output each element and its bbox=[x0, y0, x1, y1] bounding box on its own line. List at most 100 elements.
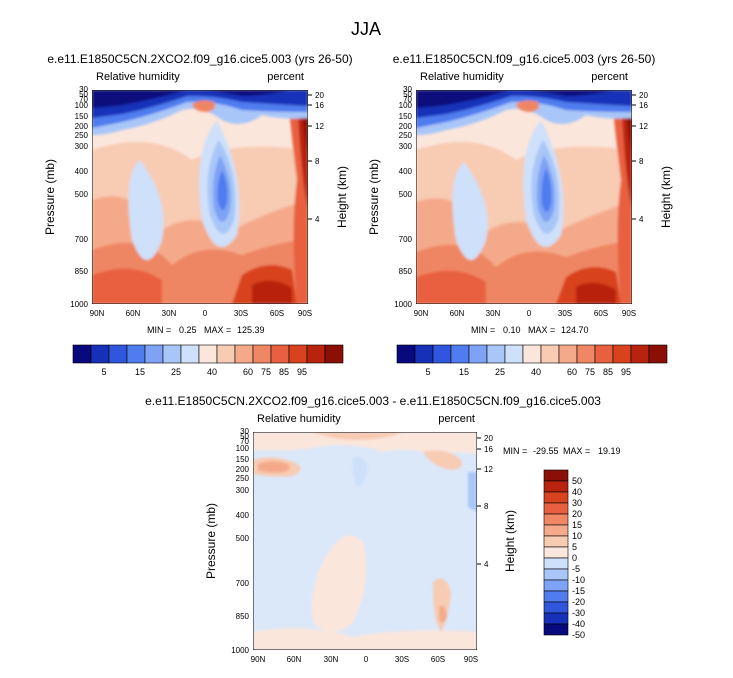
svg-text:700: 700 bbox=[236, 579, 250, 588]
height-tick-label: 16 bbox=[639, 101, 648, 110]
y-tick-label: 70 bbox=[79, 95, 88, 104]
colorbar-cell bbox=[108, 344, 128, 364]
colorbar-cell bbox=[543, 612, 569, 625]
svg-text:1000: 1000 bbox=[70, 300, 88, 309]
y-tick-label: 150 bbox=[236, 455, 250, 464]
svg-text:400: 400 bbox=[75, 167, 89, 176]
svg-text:250: 250 bbox=[236, 474, 250, 483]
colorbar-label: 0 bbox=[572, 553, 577, 563]
y-tick-label: 70 bbox=[240, 437, 249, 446]
panel-a: e.e11.E1850C5CN.2XCO2.f09_g16.cice5.003 … bbox=[43, 52, 353, 335]
colorbar-cell bbox=[450, 344, 470, 364]
height-tick-label: 12 bbox=[639, 122, 648, 131]
svg-text:50: 50 bbox=[240, 432, 249, 441]
panel-a-height-axis: 20 16 12 8 4 bbox=[308, 91, 324, 224]
colorbar-label: 85 bbox=[603, 367, 613, 377]
colorbar-cell bbox=[414, 344, 434, 364]
y-tick-label: 500 bbox=[236, 534, 250, 543]
colorbar-cell bbox=[486, 344, 506, 364]
svg-text:150: 150 bbox=[236, 455, 250, 464]
svg-text:19.19: 19.19 bbox=[598, 446, 621, 456]
colorbar-cell bbox=[432, 344, 452, 364]
height-tick-label: 20 bbox=[639, 91, 648, 100]
svg-text:70: 70 bbox=[240, 437, 249, 446]
panel-b-left-label: Relative humidity bbox=[420, 71, 504, 83]
svg-text:0.10: 0.10 bbox=[503, 325, 521, 335]
svg-text:850: 850 bbox=[75, 267, 89, 276]
x-tick-label: 60N bbox=[450, 309, 465, 318]
colorbar-label: 30 bbox=[572, 498, 582, 508]
y-tick-label: 400 bbox=[399, 167, 413, 176]
colorbar-label: 20 bbox=[572, 509, 582, 519]
height-tick-label: 8 bbox=[315, 157, 320, 166]
svg-text:124.70: 124.70 bbox=[561, 325, 589, 335]
x-tick-label: 30S bbox=[395, 655, 409, 664]
colorbar-cell bbox=[540, 344, 560, 364]
panel-a-y-axis: 30 50 70 100 150 200 250 300 400 500 700… bbox=[70, 85, 88, 309]
colorbar-a-labels: 5 15 25 40 60 75 85 95 bbox=[101, 367, 307, 377]
colorbar-label: 95 bbox=[621, 367, 631, 377]
panel-a-plot-area bbox=[92, 90, 308, 304]
y-tick-label: 200 bbox=[75, 122, 89, 131]
svg-text:30: 30 bbox=[403, 85, 412, 94]
colorbar-cell bbox=[252, 344, 272, 364]
svg-text:850: 850 bbox=[236, 612, 250, 621]
y-tick-label: 300 bbox=[399, 142, 413, 151]
y-tick-label: 30 bbox=[79, 85, 88, 94]
y-tick-label: 150 bbox=[399, 112, 413, 121]
svg-text:30: 30 bbox=[79, 85, 88, 94]
colorbar-label: -5 bbox=[572, 564, 580, 574]
colorbar-cell bbox=[543, 557, 569, 570]
y-tick-label: 200 bbox=[236, 465, 250, 474]
colorbar-cell bbox=[543, 579, 569, 592]
svg-text:250: 250 bbox=[399, 131, 413, 140]
colorbar-label: 25 bbox=[495, 367, 505, 377]
svg-text:MAX =: MAX = bbox=[204, 325, 231, 335]
svg-text:30: 30 bbox=[240, 427, 249, 436]
y-tick-label: 700 bbox=[236, 579, 250, 588]
height-tick-label: 8 bbox=[639, 157, 644, 166]
svg-text:300: 300 bbox=[236, 486, 250, 495]
svg-text:200: 200 bbox=[75, 122, 89, 131]
colorbar-label: 75 bbox=[585, 367, 595, 377]
panel-b-x-axis: 90N 60N 30N 0 30S 60S 90S bbox=[414, 309, 636, 318]
svg-text:500: 500 bbox=[236, 534, 250, 543]
panel-b-ylabel-right: Height (km) bbox=[659, 166, 673, 228]
y-tick-label: 30 bbox=[240, 427, 249, 436]
colorbar-label: 5 bbox=[101, 367, 106, 377]
colorbar-cell bbox=[543, 524, 569, 537]
colorbar-cell bbox=[594, 344, 614, 364]
colorbar-cell bbox=[543, 601, 569, 614]
colorbar-cell bbox=[180, 344, 200, 364]
panel-b-plot-area bbox=[416, 90, 632, 304]
x-tick-label: 30S bbox=[234, 309, 248, 318]
svg-text:700: 700 bbox=[75, 235, 89, 244]
colorbar-label: 40 bbox=[207, 367, 217, 377]
svg-text:300: 300 bbox=[399, 142, 413, 151]
colorbar-cell bbox=[198, 344, 218, 364]
colorbar-label: -15 bbox=[572, 586, 585, 596]
svg-text:150: 150 bbox=[75, 112, 89, 121]
y-tick-label: 1000 bbox=[394, 300, 412, 309]
y-tick-label: 50 bbox=[79, 90, 88, 99]
panel-c-y-axis: 30 50 70 100 150 200 250 300 400 500 700… bbox=[231, 427, 249, 655]
svg-text:150: 150 bbox=[399, 112, 413, 121]
x-tick-label: 90S bbox=[298, 309, 312, 318]
colorbar-c: 50 40 30 20 15 10 5 0 -5 -10 -15 -20 -30… bbox=[543, 469, 585, 640]
svg-text:1000: 1000 bbox=[394, 300, 412, 309]
y-tick-label: 200 bbox=[399, 122, 413, 131]
panel-b-title: e.e11.E1850C5CN.f09_g16.cice5.003 (yrs 2… bbox=[393, 52, 656, 66]
x-tick-label: 90N bbox=[414, 309, 429, 318]
colorbar-cell bbox=[543, 590, 569, 603]
x-tick-label: 60S bbox=[270, 309, 284, 318]
colorbar-label: 50 bbox=[572, 476, 582, 486]
colorbar-cell bbox=[543, 491, 569, 504]
figure-title: JJA bbox=[351, 19, 381, 39]
svg-text:MIN =: MIN = bbox=[503, 446, 527, 456]
y-tick-label: 150 bbox=[75, 112, 89, 121]
colorbar-cell bbox=[543, 513, 569, 526]
panel-a-right-label: percent bbox=[267, 71, 304, 83]
colorbar-cell bbox=[543, 623, 569, 636]
y-tick-label: 700 bbox=[399, 235, 413, 244]
y-tick-label: 30 bbox=[403, 85, 412, 94]
